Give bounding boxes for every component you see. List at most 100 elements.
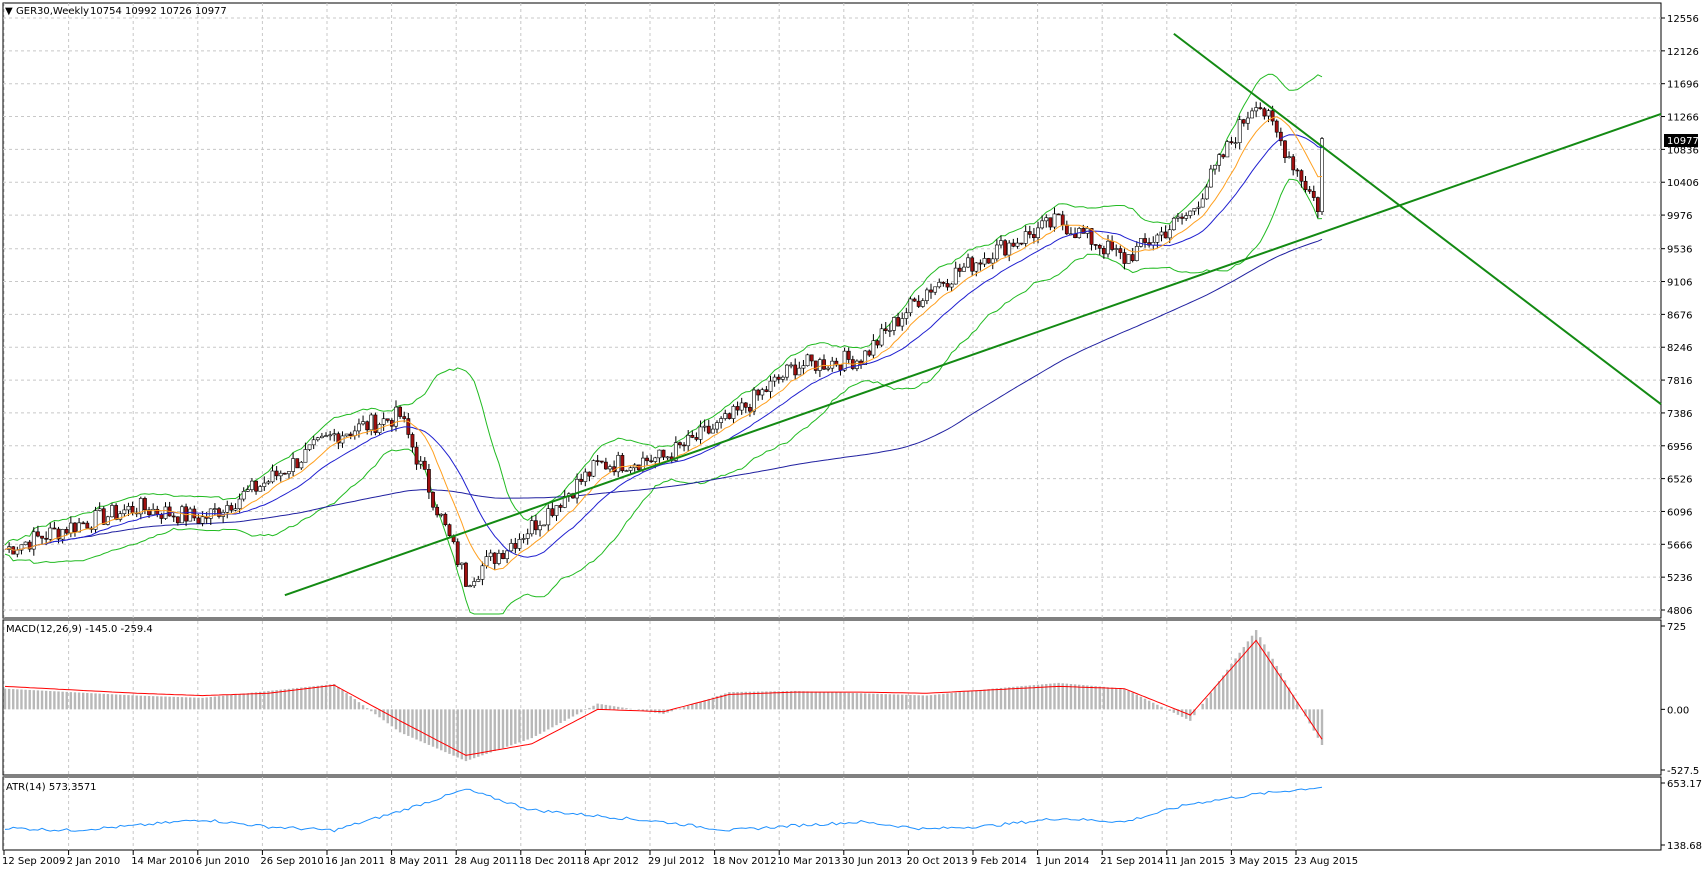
macd-histogram-bar [226, 695, 229, 710]
candle-body [661, 449, 666, 458]
candle-body [735, 406, 740, 411]
macd-histogram-bar [106, 694, 110, 710]
current-price-label: 10977 [1667, 136, 1699, 147]
macd-histogram-bar [1086, 685, 1089, 710]
macd-histogram-bar [254, 692, 258, 710]
macd-histogram-bar [28, 689, 31, 710]
candle-body [1044, 217, 1049, 222]
macd-histogram-bar [987, 689, 990, 710]
candle-body [171, 515, 176, 518]
candle-body [427, 469, 431, 493]
macd-histogram-bar [230, 694, 233, 710]
macd-histogram-bar [497, 709, 501, 750]
macd-histogram-bar [1279, 673, 1283, 710]
macd-histogram-bar [1131, 692, 1134, 710]
symbol-label: GER30,Weekly [16, 6, 89, 17]
macd-histogram-bar [575, 709, 579, 715]
macd-tick-label: 725 [1667, 622, 1686, 633]
trendlines[interactable] [284, 32, 1662, 597]
candle-body [1036, 227, 1040, 239]
candle-body [282, 472, 287, 475]
macd-histogram-bar [73, 692, 77, 710]
candle-body [130, 506, 135, 514]
macd-histogram-bar [1090, 685, 1093, 710]
macd-histogram-bar [221, 695, 225, 710]
candle-body [665, 456, 670, 459]
macd-histogram-bar [884, 694, 887, 710]
candle-body [64, 529, 69, 534]
macd-histogram-bar [57, 691, 60, 710]
macd-histogram-bar [1061, 683, 1064, 710]
macd-histogram-bar [1077, 684, 1081, 710]
macd-histogram-bar [1106, 687, 1110, 710]
candle-body [36, 531, 40, 537]
macd-histogram-bar [1156, 704, 1159, 710]
macd-histogram-bar [431, 709, 435, 747]
price-tick-label: 5666 [1667, 540, 1692, 551]
macd-histogram-bar [863, 693, 867, 710]
macd-histogram-bar [493, 709, 496, 752]
macd-histogram-bar [995, 688, 999, 710]
macd-histogram-bar [209, 696, 212, 710]
candle-body [1200, 198, 1205, 208]
candle-body [731, 406, 736, 419]
macd-histogram-bar [983, 689, 986, 710]
bollinger-lower-line [4, 178, 1323, 615]
candle-body [1023, 231, 1028, 244]
candle-body [163, 506, 168, 519]
candle-body [1171, 217, 1176, 231]
macd-histogram-bar [86, 692, 89, 710]
candle-body [1287, 156, 1291, 158]
candle-body [60, 529, 65, 540]
macd-histogram-bar [1316, 709, 1320, 738]
macd-histogram-bar [950, 692, 953, 710]
macd-histogram-bar [1287, 687, 1291, 710]
symbol-dropdown-icon[interactable]: ▼ [5, 6, 13, 17]
macd-histogram-bar [407, 709, 410, 736]
macd-histogram-bar [258, 691, 262, 710]
macd-histogram-bar [691, 704, 694, 710]
macd-histogram-bar [789, 691, 793, 710]
macd-histogram-bar [859, 693, 863, 710]
candle-body [40, 535, 44, 539]
macd-histogram-bar [777, 691, 780, 710]
macd-histogram-bar [756, 691, 760, 710]
candle-body [999, 240, 1003, 246]
candle-body [933, 286, 938, 293]
macd-histogram-bar [872, 693, 875, 710]
macd-histogram-bar [608, 705, 612, 710]
macd-histogram-bar [888, 694, 892, 710]
candle-body [776, 376, 781, 380]
candle-body [175, 516, 180, 524]
time-tick-label: 8 May 2011 [390, 856, 449, 867]
candle-body [957, 267, 962, 272]
candle-body [1258, 107, 1263, 110]
candle-body [196, 517, 201, 524]
macd-histogram-bar [1201, 703, 1204, 710]
macd-histogram-bar [127, 695, 130, 710]
macd-histogram-bar [361, 705, 365, 710]
macd-histogram-bar [1250, 635, 1254, 710]
time-tick-label: 10 Mar 2013 [777, 856, 840, 867]
macd-histogram-bar [621, 707, 624, 710]
candle-body [846, 350, 851, 360]
macd-histogram-bar [810, 691, 813, 710]
candle-body [217, 508, 221, 517]
macd-histogram-bar [732, 692, 735, 710]
candle-body [151, 508, 156, 516]
macd-histogram-bar [1246, 641, 1250, 710]
price-tick-label: 8246 [1667, 343, 1692, 354]
candle-body [1311, 191, 1316, 198]
candle-body [56, 528, 61, 540]
macd-histogram-bar [119, 694, 122, 710]
time-tick-label: 18 Nov 2012 [713, 856, 777, 867]
macd-histogram-bar [460, 709, 464, 760]
macd-histogram-bar [880, 693, 883, 710]
macd-histogram-bar [296, 687, 299, 710]
macd-histogram-bar [522, 709, 525, 741]
macd-histogram-bar [423, 709, 426, 744]
macd-histogram-bar [798, 691, 801, 710]
candle-body [653, 457, 658, 462]
